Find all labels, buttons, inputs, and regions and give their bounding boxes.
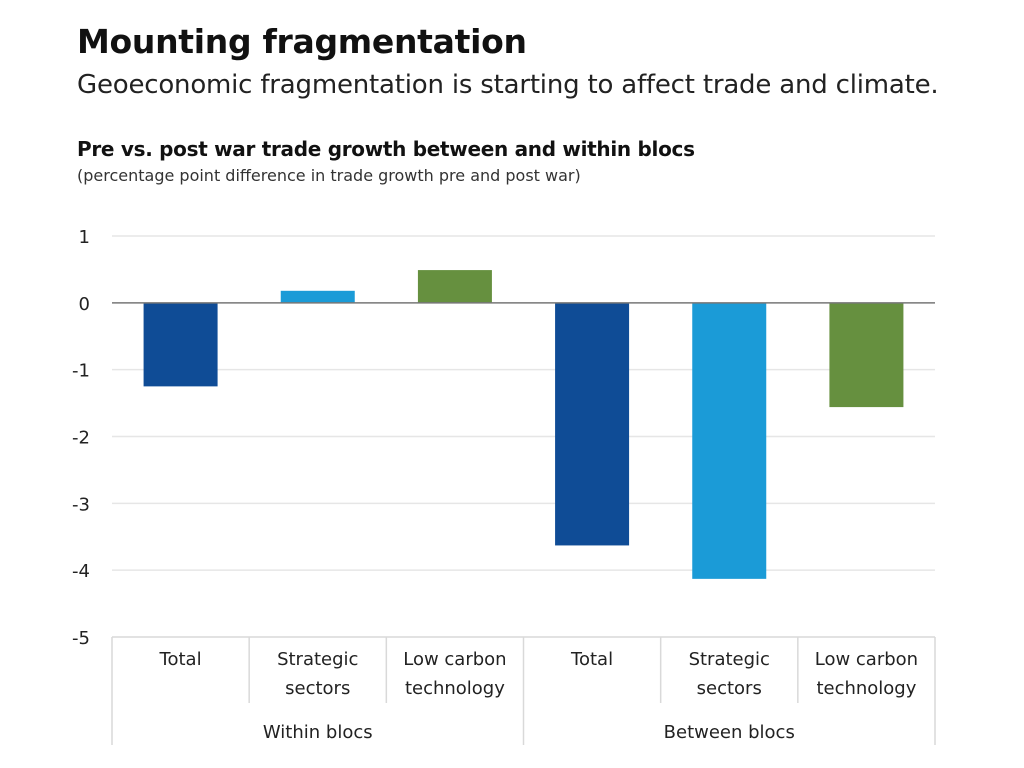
x-category-label: Total [159,649,202,670]
y-tick-label: -3 [72,494,90,515]
page-subtitle: Geoeconomic fragmentation is starting to… [77,70,939,100]
x-category-label: Strategic [277,649,358,670]
x-category-label: technology [405,678,505,699]
x-group-label: Within blocs [263,722,373,743]
x-category-label: technology [816,678,916,699]
x-category-label: Strategic [689,649,770,670]
bar [417,270,492,303]
bar [280,290,355,303]
x-category-label: Low carbon [403,649,506,670]
y-tick-label: 1 [79,227,90,248]
page-title: Mounting fragmentation [77,22,527,61]
y-tick-label: -5 [72,628,90,649]
x-category-label: Total [570,649,613,670]
bar [692,302,767,579]
y-tick-label: 0 [79,294,90,315]
y-tick-label: -2 [72,428,90,449]
x-category-label: sectors [285,678,350,699]
bar [555,302,630,546]
x-category-label: Low carbon [815,649,918,670]
chart-title: Pre vs. post war trade growth between an… [77,137,695,161]
bar [143,302,218,387]
x-category-label: sectors [697,678,762,699]
x-group-label: Between blocs [664,722,795,743]
y-tick-label: -4 [72,561,90,582]
bar [829,302,904,408]
y-tick-label: -1 [72,361,90,382]
chart-subtitle: (percentage point difference in trade gr… [77,166,581,185]
